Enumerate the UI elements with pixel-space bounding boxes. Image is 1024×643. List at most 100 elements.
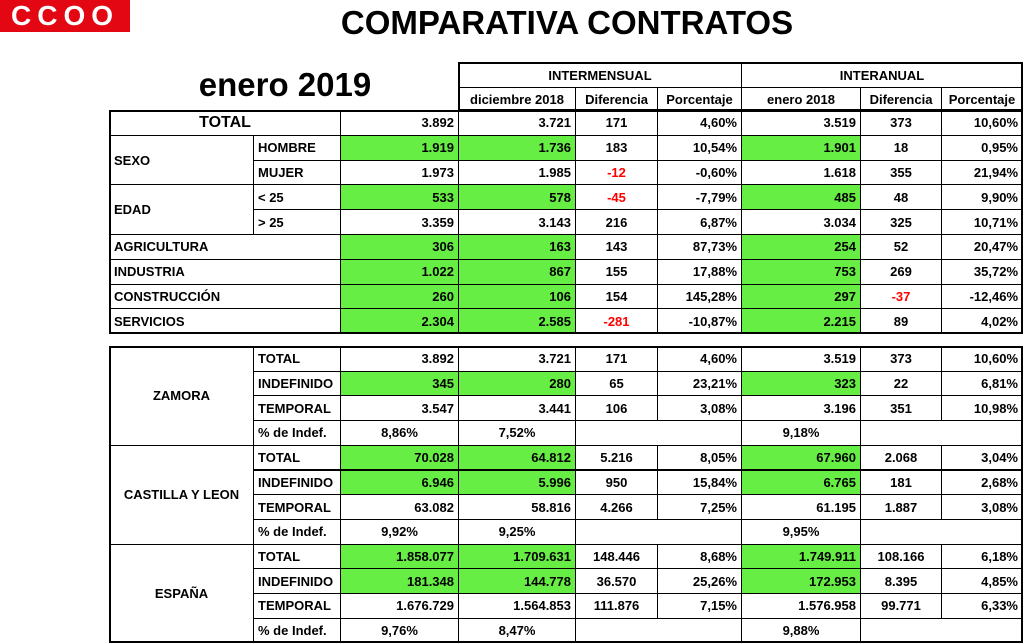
row-label: TOTAL — [109, 110, 341, 136]
group-header: INTERMENSUAL — [458, 62, 742, 88]
row-label: CONSTRUCCIÓN — [109, 283, 341, 310]
value-cell: 1.564.853 — [458, 593, 576, 619]
empty-cell — [575, 617, 742, 643]
value-cell: 181 — [860, 469, 942, 496]
value-cell: 1.736 — [458, 134, 576, 161]
value-cell: 8.395 — [860, 568, 942, 594]
value-cell: 306 — [340, 234, 459, 260]
row-label: TEMPORAL — [253, 494, 341, 520]
value-cell: 325 — [860, 209, 942, 235]
row-label: < 25 — [253, 184, 341, 211]
share-cell: 8,47% — [458, 617, 576, 643]
value-cell: 154 — [575, 283, 658, 310]
value-cell: 355 — [860, 159, 942, 186]
value-cell: 6,81% — [941, 370, 1023, 397]
row-label: TOTAL — [253, 444, 341, 471]
value-cell: 181.348 — [340, 568, 459, 594]
region-label: ZAMORA — [109, 346, 254, 446]
value-cell: 3,04% — [941, 444, 1023, 471]
row-label: > 25 — [253, 209, 341, 235]
row-label: AGRICULTURA — [109, 234, 341, 260]
value-cell: 373 — [860, 346, 942, 372]
value-cell: 1.887 — [860, 494, 942, 520]
column-header: Porcentaje — [941, 87, 1023, 111]
value-cell: -0,60% — [657, 159, 742, 186]
value-cell: 753 — [741, 258, 861, 285]
value-cell: 3.359 — [340, 209, 459, 235]
value-cell: 260 — [340, 283, 459, 310]
column-header: Diferencia — [860, 87, 942, 111]
group-label: SEXO — [109, 134, 254, 186]
value-cell: 578 — [458, 184, 576, 211]
value-cell: 216 — [575, 209, 658, 235]
value-cell: -12,46% — [941, 283, 1023, 310]
value-cell: 6,33% — [941, 593, 1023, 619]
value-cell: 373 — [860, 110, 942, 136]
value-cell: 3.892 — [340, 346, 459, 372]
value-cell: 2,68% — [941, 469, 1023, 496]
value-cell: 3.143 — [458, 209, 576, 235]
value-cell: 155 — [575, 258, 658, 285]
value-cell: -7,79% — [657, 184, 742, 211]
value-cell: 4,60% — [657, 110, 742, 136]
value-cell: 172.953 — [741, 568, 861, 594]
column-header: Diferencia — [575, 87, 658, 111]
value-cell: 65 — [575, 370, 658, 397]
share-cell: 8,86% — [340, 420, 459, 446]
share-cell: 7,52% — [458, 420, 576, 446]
value-cell: 297 — [741, 283, 861, 310]
value-cell: 1.749.911 — [741, 543, 861, 570]
value-cell: 61.195 — [741, 494, 861, 520]
group-label: EDAD — [109, 184, 254, 235]
value-cell: 7,25% — [657, 494, 742, 520]
region-label: ESPAÑA — [109, 543, 254, 643]
value-cell: 4,85% — [941, 568, 1023, 594]
column-header: diciembre 2018 — [458, 87, 576, 111]
value-cell: 2.585 — [458, 308, 576, 335]
value-cell: -10,87% — [657, 308, 742, 335]
value-cell: 58.816 — [458, 494, 576, 520]
value-cell: 89 — [860, 308, 942, 335]
value-cell: 144.778 — [458, 568, 576, 594]
share-cell: 9,88% — [741, 617, 861, 643]
value-cell: 6.946 — [340, 469, 459, 496]
row-label: SERVICIOS — [109, 308, 341, 335]
region-label: CASTILLA Y LEON — [109, 444, 254, 545]
value-cell: 485 — [741, 184, 861, 211]
value-cell: 3,08% — [657, 395, 742, 422]
value-cell: 345 — [340, 370, 459, 397]
value-cell: 1.901 — [741, 134, 861, 161]
value-cell: 4.266 — [575, 494, 658, 520]
value-cell: 1.985 — [458, 159, 576, 186]
value-cell: -281 — [575, 308, 658, 335]
value-cell: 1.618 — [741, 159, 861, 186]
value-cell: 15,84% — [657, 469, 742, 496]
row-label: TEMPORAL — [253, 395, 341, 422]
value-cell: 4,02% — [941, 308, 1023, 335]
row-label: % de Indef. — [253, 617, 341, 643]
value-cell: 148.446 — [575, 543, 658, 570]
value-cell: 10,60% — [941, 346, 1023, 372]
value-cell: 10,54% — [657, 134, 742, 161]
value-cell: 18 — [860, 134, 942, 161]
value-cell: 21,94% — [941, 159, 1023, 186]
value-cell: 351 — [860, 395, 942, 422]
group-header: INTERANUAL — [741, 62, 1023, 88]
value-cell: -45 — [575, 184, 658, 211]
value-cell: 1.858.077 — [340, 543, 459, 570]
value-cell: 20,47% — [941, 234, 1023, 260]
column-header: Porcentaje — [657, 87, 742, 111]
value-cell: 36.570 — [575, 568, 658, 594]
value-cell: 1.022 — [340, 258, 459, 285]
empty-cell — [860, 420, 1023, 446]
title: COMPARATIVA CONTRATOS — [340, 4, 794, 41]
value-cell: 2.068 — [860, 444, 942, 471]
value-cell: 3,08% — [941, 494, 1023, 520]
value-cell: 8,68% — [657, 543, 742, 570]
value-cell: 5.996 — [458, 469, 576, 496]
row-label: % de Indef. — [253, 420, 341, 446]
value-cell: 23,21% — [657, 370, 742, 397]
value-cell: 3.721 — [458, 110, 576, 136]
value-cell: 87,73% — [657, 234, 742, 260]
